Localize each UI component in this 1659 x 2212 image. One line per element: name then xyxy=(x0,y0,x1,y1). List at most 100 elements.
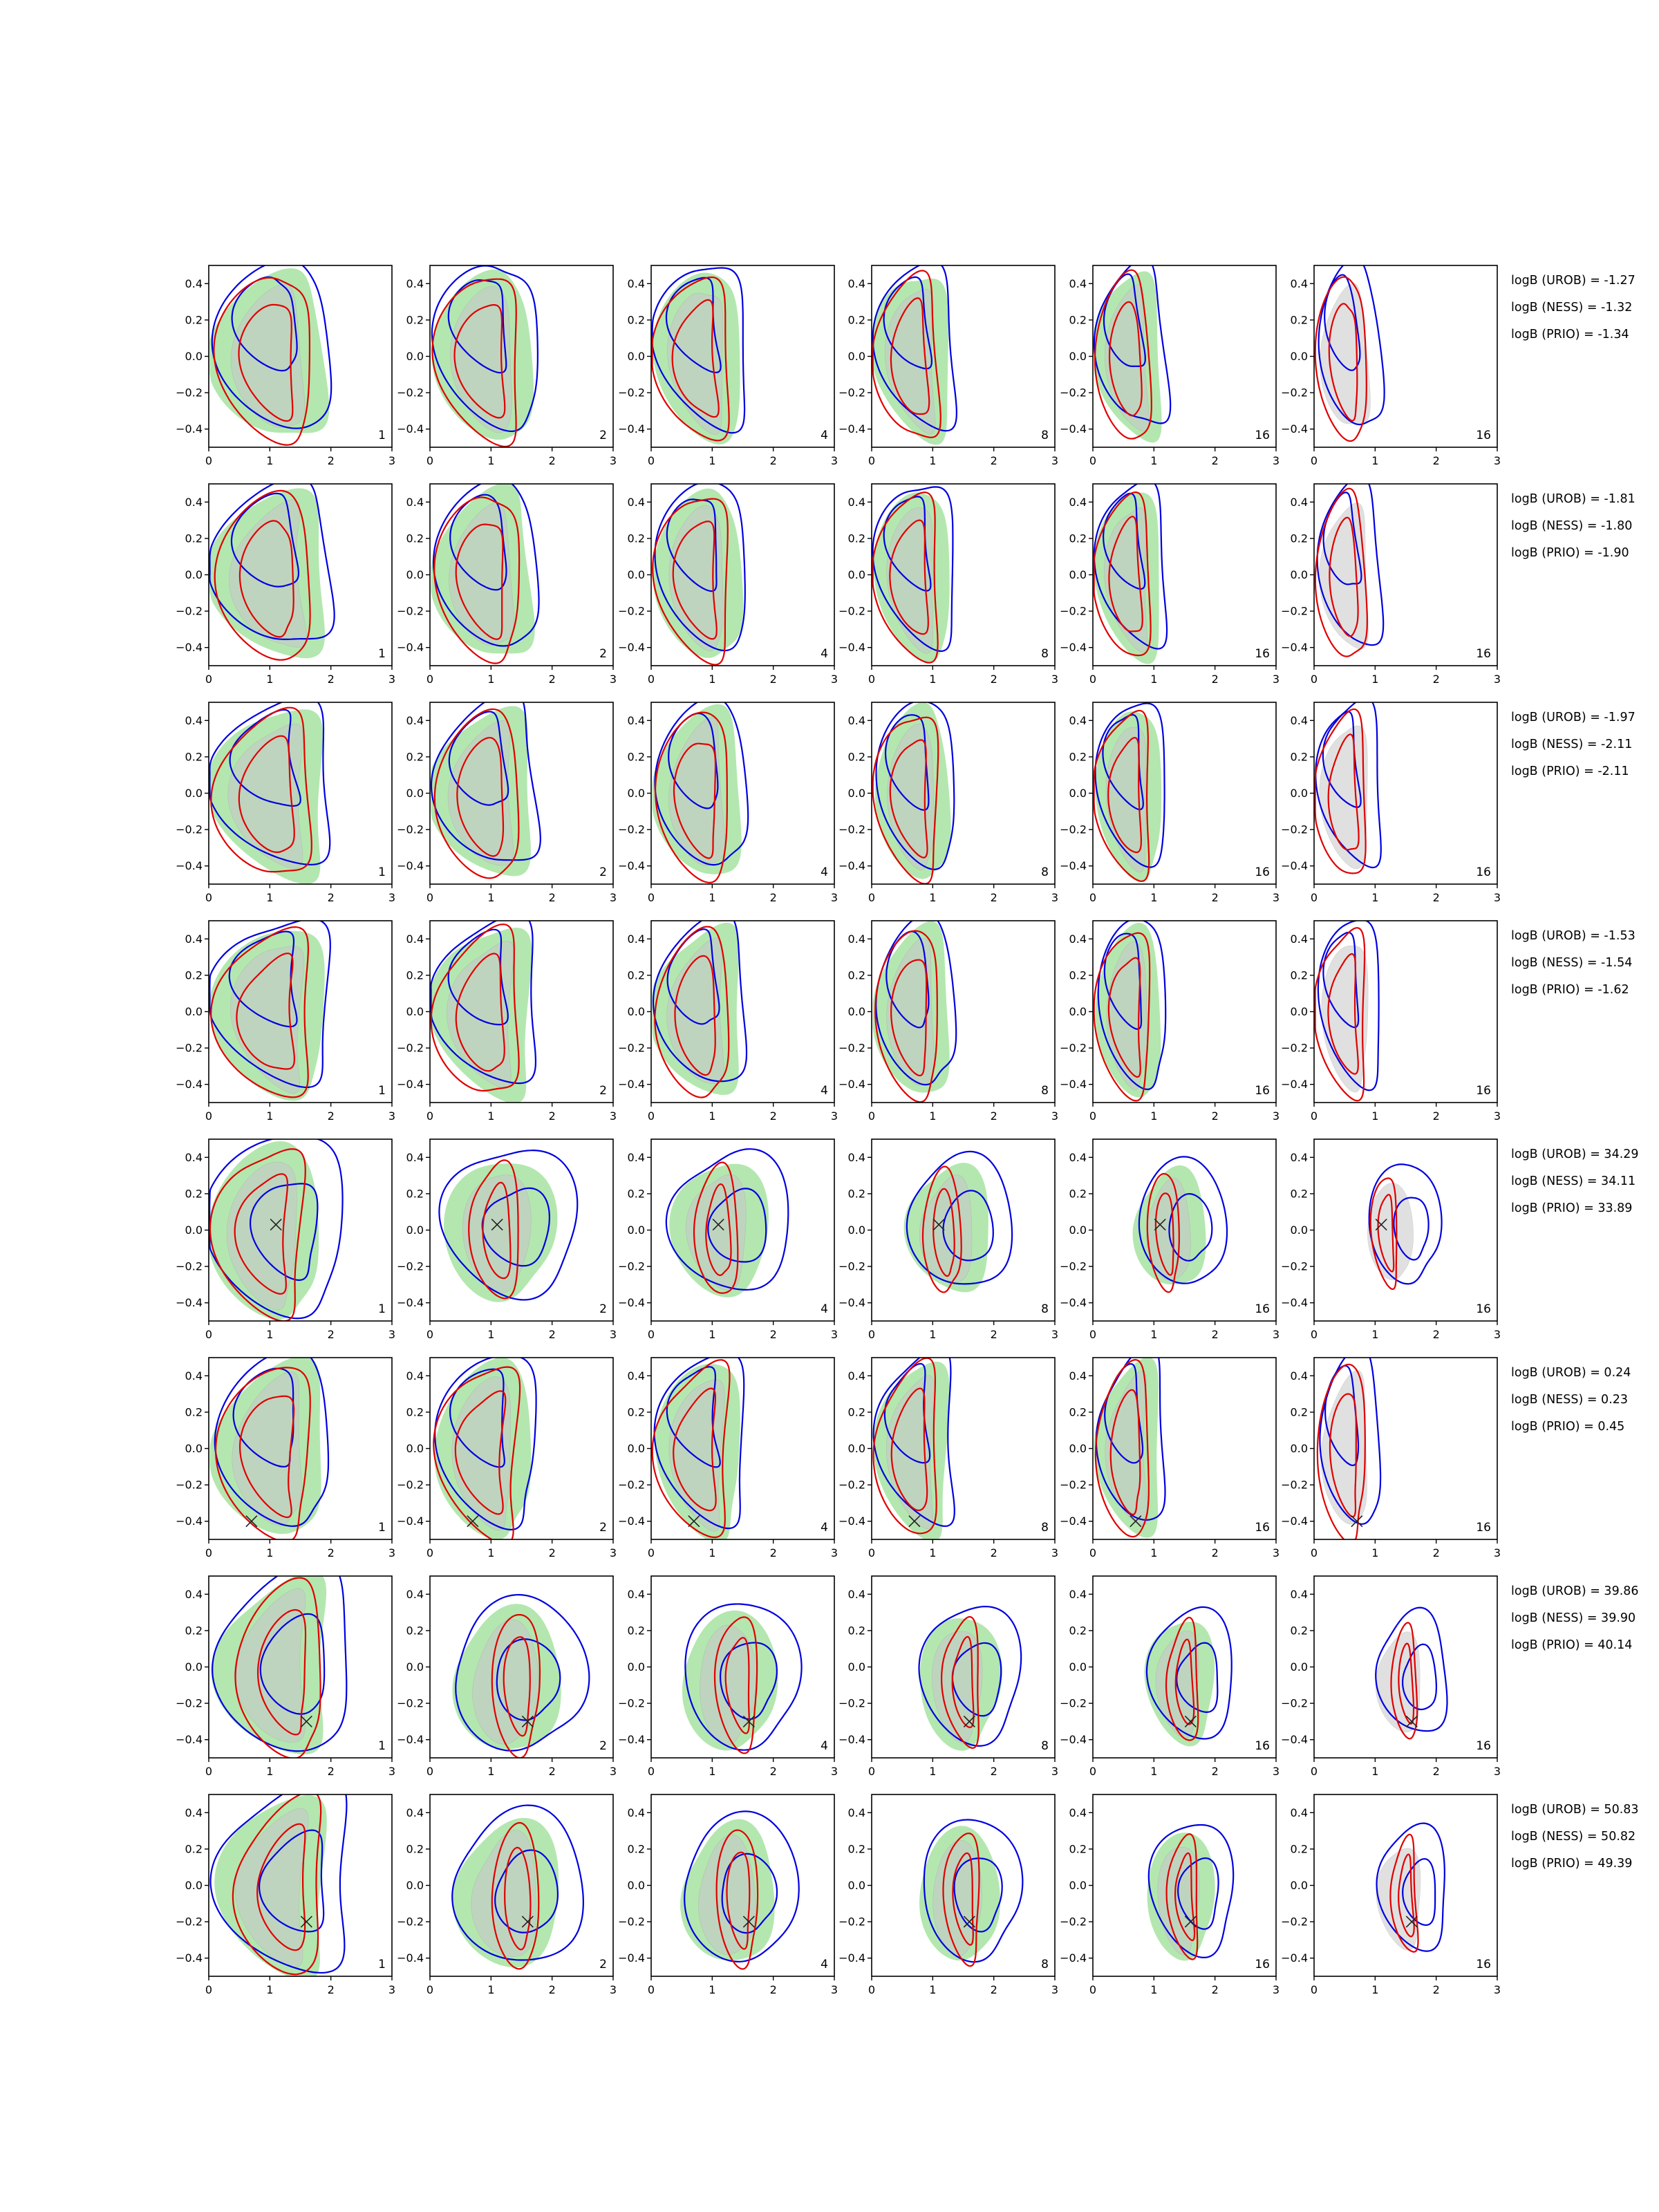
x-tick-label: 1 xyxy=(1371,1328,1378,1341)
red-contour-outer xyxy=(1094,269,1152,440)
y-tick-label: 0.2 xyxy=(1069,968,1087,982)
y-tick-label: −0.4 xyxy=(397,859,424,872)
x-tick-label: 2 xyxy=(549,673,556,686)
blue-contour-inner xyxy=(1322,931,1360,1029)
bayes-factor-text: logB (UROB) = 50.83 xyxy=(1511,1803,1639,1817)
y-tick-label: 0.4 xyxy=(185,496,203,509)
y-tick-label: −0.2 xyxy=(397,1697,424,1710)
x-tick-label: 1 xyxy=(929,1765,936,1778)
blue-contour-inner xyxy=(883,276,933,370)
plot-area xyxy=(209,1794,348,1976)
x-tick-label: 3 xyxy=(610,1983,617,1996)
subplot-r4-c4: 0 1 2 3 −0.4 −0.2 0.0 0.2 0.4 8 xyxy=(838,920,1058,1123)
red-contour-outer xyxy=(715,1829,759,1970)
red-contour-outer xyxy=(1314,487,1368,657)
y-tick-label: 0.2 xyxy=(185,1842,203,1855)
red-contour-inner xyxy=(504,1846,532,1951)
x-tick-label: 3 xyxy=(388,1109,395,1123)
panel-label: 16 xyxy=(1476,1958,1491,1971)
x-tick-label: 2 xyxy=(1433,454,1440,467)
true-value-marker xyxy=(467,1515,479,1528)
true-value-marker xyxy=(932,1219,945,1231)
red-contour-outer xyxy=(234,1577,321,1758)
true-value-marker xyxy=(742,1715,755,1727)
y-tick-label: 0.4 xyxy=(1291,932,1308,946)
x-tick-label: 2 xyxy=(770,1109,777,1123)
x-tick-label: 3 xyxy=(610,1328,617,1341)
y-tick-label: 0.2 xyxy=(1291,1624,1308,1637)
y-tick-label: 0.2 xyxy=(406,1624,424,1637)
plot-area xyxy=(451,1804,584,1970)
y-tick-label: 0.4 xyxy=(1069,1151,1087,1164)
blue-contour-inner xyxy=(1393,1197,1430,1261)
y-tick-label: −0.4 xyxy=(1281,641,1308,654)
red-contour-inner xyxy=(1108,301,1143,417)
x-tick-label: 1 xyxy=(487,1765,494,1778)
y-tick-label: 0.0 xyxy=(1069,1442,1087,1455)
blue-contour-inner xyxy=(229,709,301,807)
y-tick-label: 0.2 xyxy=(628,532,645,545)
x-tick-label: 3 xyxy=(831,673,838,686)
red-contour-outer xyxy=(1314,708,1367,874)
panel-label: 16 xyxy=(1255,1302,1270,1316)
red-contour-inner xyxy=(455,953,505,1072)
x-tick-label: 0 xyxy=(1089,454,1096,467)
plot-area xyxy=(918,1605,1022,1751)
plot-area xyxy=(682,1603,803,1754)
red-contour-outer xyxy=(654,711,728,883)
bayes-factor-text: logB (PRIO) = 0.45 xyxy=(1511,1420,1624,1434)
subplot-r5-c1: 0 1 2 3 −0.4 −0.2 0.0 0.2 0.4 1 xyxy=(176,1138,395,1341)
blue-contour-inner xyxy=(228,930,298,1028)
x-tick-label: 2 xyxy=(770,673,777,686)
x-tick-label: 0 xyxy=(205,454,212,467)
subplot-r5-c3: 0 1 2 3 −0.4 −0.2 0.0 0.2 0.4 4 xyxy=(618,1138,838,1341)
blue-contour-inner xyxy=(883,1362,931,1464)
blue-contour xyxy=(209,1139,344,1320)
x-tick-label: 1 xyxy=(1150,1109,1157,1123)
grey-density xyxy=(447,940,514,1088)
y-tick-label: −0.2 xyxy=(838,823,865,836)
y-tick-label: 0.4 xyxy=(185,1151,203,1164)
y-tick-label: −0.2 xyxy=(1060,386,1087,400)
y-tick-label: 0.2 xyxy=(1069,313,1087,326)
red-contour-outer xyxy=(654,926,730,1098)
x-tick-label: 3 xyxy=(1494,1109,1501,1123)
plot-area xyxy=(452,1593,590,1758)
y-tick-label: −0.4 xyxy=(838,1296,865,1309)
red-contour-inner xyxy=(238,735,295,854)
y-tick-label: −0.2 xyxy=(176,823,203,836)
red-contour-inner xyxy=(952,1852,974,1946)
y-tick-label: 0.2 xyxy=(848,968,865,982)
plot-area xyxy=(438,1150,579,1302)
x-tick-label: 2 xyxy=(549,1983,556,1996)
y-tick-label: −0.4 xyxy=(618,422,645,435)
y-tick-label: −0.4 xyxy=(838,1515,865,1528)
y-tick-label: −0.4 xyxy=(618,1296,645,1309)
y-tick-label: 0.4 xyxy=(628,1151,645,1164)
x-tick-label: 3 xyxy=(1051,1328,1058,1341)
y-tick-label: −0.2 xyxy=(838,386,865,400)
x-tick-label: 3 xyxy=(610,1765,617,1778)
y-tick-label: 0.4 xyxy=(1069,1588,1087,1601)
panel-label: 4 xyxy=(821,429,828,442)
y-tick-label: −0.2 xyxy=(397,605,424,618)
y-tick-label: 0.2 xyxy=(848,1842,865,1855)
y-tick-label: −0.4 xyxy=(618,1951,645,1965)
x-tick-label: 0 xyxy=(1089,1546,1096,1559)
y-tick-label: 0.2 xyxy=(1069,750,1087,763)
red-contour-outer xyxy=(872,1358,937,1535)
plot-area xyxy=(680,1810,800,1970)
panel-label: 8 xyxy=(1041,865,1049,879)
subplot-r3-c6: 0 1 2 3 −0.4 −0.2 0.0 0.2 0.4 16 xyxy=(1281,702,1501,904)
y-tick-label: 0.0 xyxy=(848,1224,865,1237)
blue-contour xyxy=(434,1358,537,1530)
red-contour-inner xyxy=(1329,516,1359,637)
red-contour-inner xyxy=(482,1181,512,1280)
panel-label: 2 xyxy=(599,1958,607,1971)
panel-label: 4 xyxy=(821,1521,828,1535)
y-tick-label: 0.4 xyxy=(406,1151,424,1164)
blue-contour-inner xyxy=(666,1366,721,1468)
y-tick-label: 0.0 xyxy=(1291,1879,1308,1892)
y-tick-label: 0.0 xyxy=(628,1005,645,1018)
x-tick-label: 1 xyxy=(487,1109,494,1123)
